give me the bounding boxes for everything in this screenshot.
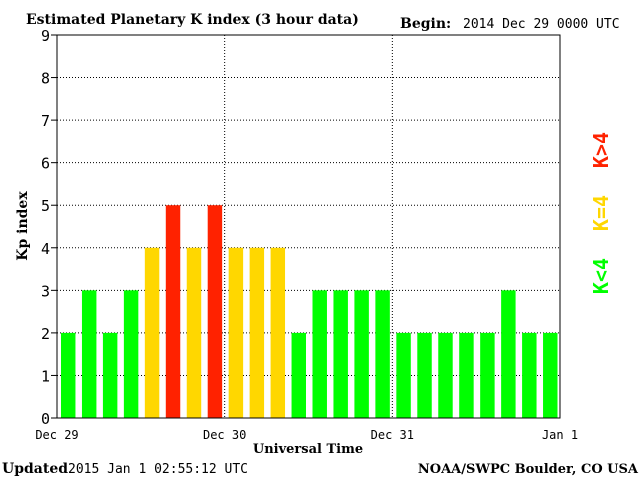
updated-value: 2015 Jan 1 02:55:12 UTC xyxy=(68,462,248,477)
legend-low: K<4 xyxy=(589,258,613,294)
kp-bar xyxy=(228,247,244,418)
kp-bar xyxy=(186,247,202,418)
kp-bar xyxy=(81,290,97,418)
plot-frame xyxy=(56,34,561,419)
y-tick-label: 4 xyxy=(41,240,50,258)
source-credit: NOAA/SWPC Boulder, CO USA xyxy=(418,462,639,477)
updated-label: Updated xyxy=(2,461,68,477)
kp-bar xyxy=(102,332,118,418)
y-tick-label: 6 xyxy=(41,155,50,173)
kp-bar xyxy=(249,247,265,418)
kp-bar xyxy=(61,332,76,418)
kp-bar xyxy=(270,247,286,418)
chart-title: Estimated Planetary K index (3 hour data… xyxy=(26,12,359,28)
x-tick-label: Dec 30 xyxy=(203,428,246,442)
kp-bar xyxy=(312,290,327,418)
y-tick-label: 2 xyxy=(41,325,50,343)
y-tick-label: 1 xyxy=(41,367,50,385)
kp-bar xyxy=(501,290,516,418)
legend-high: K>4 xyxy=(589,132,613,168)
y-tick-label: 0 xyxy=(41,410,50,428)
x-ticks: Dec 29 Dec 30 Dec 31 Jan 1 xyxy=(35,428,578,442)
y-tick-label: 7 xyxy=(41,112,50,130)
x-axis-label: Universal Time xyxy=(253,442,363,457)
y-ticks: 0 1 2 3 4 5 6 7 8 9 xyxy=(41,27,57,428)
kp-bar xyxy=(417,332,432,418)
kp-bar xyxy=(438,332,453,418)
kp-bar xyxy=(123,290,139,418)
y-axis-label: Kp index xyxy=(15,191,31,261)
y-tick-label: 3 xyxy=(41,282,50,300)
kp-bar xyxy=(291,332,306,418)
begin-label: Begin: xyxy=(400,16,451,32)
begin-value: 2014 Dec 29 0000 UTC xyxy=(463,17,620,32)
y-tick-label: 5 xyxy=(41,197,50,215)
kp-bar xyxy=(543,332,558,418)
kp-bar xyxy=(354,290,369,418)
kp-bar xyxy=(480,332,495,418)
x-tick-label: Dec 31 xyxy=(371,428,414,442)
kp-bar xyxy=(459,332,474,418)
legend-mid: K=4 xyxy=(589,195,613,231)
y-tick-label: 8 xyxy=(41,70,50,88)
kp-bar xyxy=(333,290,348,418)
kp-bar xyxy=(165,205,181,418)
kp-bar xyxy=(144,247,160,418)
kp-bar xyxy=(375,290,390,418)
kp-bar xyxy=(207,205,223,418)
kp-bar xyxy=(396,332,411,418)
x-tick-label: Dec 29 xyxy=(35,428,78,442)
kp-bar xyxy=(522,332,537,418)
y-tick-label: 9 xyxy=(41,27,50,45)
x-tick-label: Jan 1 xyxy=(542,428,578,442)
grid-lines xyxy=(57,35,560,418)
bars xyxy=(61,205,558,418)
